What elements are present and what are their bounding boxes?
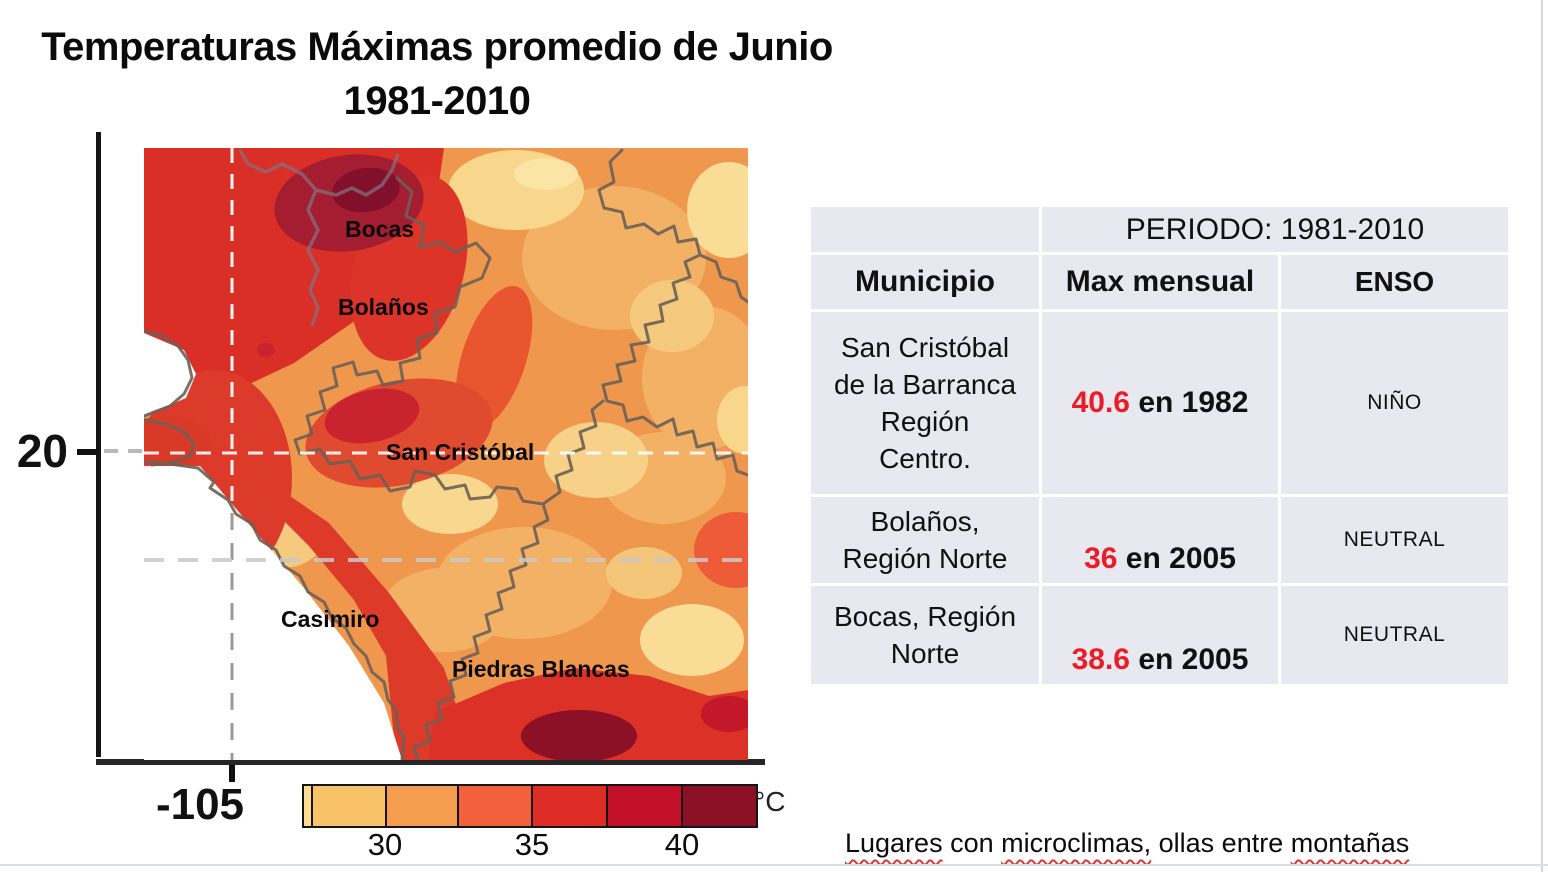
- municipio-line: Norte: [890, 638, 960, 669]
- table-period-header: PERIODO: 1981-2010: [1042, 207, 1508, 252]
- climate-table: PERIODO: 1981-2010 Municipio Max mensual…: [811, 207, 1508, 684]
- colorbar-segment: [457, 786, 531, 826]
- municipio-line: Bolaños,: [870, 506, 980, 537]
- max-value: 40.6: [1071, 386, 1130, 419]
- municipio-line: Región: [880, 406, 970, 437]
- footer-note: Lugares con microclimas, ollas entre mon…: [845, 828, 1409, 859]
- table-col-enso: ENSO: [1281, 255, 1508, 309]
- table-row-max: 40.6 en 1982: [1042, 312, 1278, 494]
- page-title-line2: 1981-2010: [343, 79, 531, 123]
- map-label-bolanos: Bolaños: [338, 294, 429, 320]
- colorbar-unit-label: °C: [754, 786, 786, 817]
- municipio-line: Bocas, Región: [833, 601, 1017, 632]
- table-col-municipio: Municipio: [811, 255, 1039, 309]
- y-axis-tick-label: 20: [16, 425, 68, 477]
- map-label-casimiro: Casimiro: [281, 606, 380, 632]
- municipio-line: San Cristóbal: [840, 332, 1010, 363]
- slide-bottom-edge: [0, 864, 1548, 866]
- map-label-san-cristobal: San Cristóbal: [386, 439, 535, 465]
- colorbar-segment: [606, 786, 681, 826]
- temperature-map: [144, 148, 748, 760]
- y-axis-line: [96, 132, 101, 757]
- page-title: Temperaturas Máximas promedio de Junio 1…: [28, 20, 846, 128]
- slide-right-edge: [1541, 0, 1543, 872]
- table-corner-cell: [811, 207, 1039, 252]
- table-col-max: Max mensual: [1042, 255, 1278, 309]
- x-axis-tick-label: -105: [155, 780, 245, 829]
- footer-word: ollas entre: [1151, 828, 1291, 858]
- table-row-enso: NEUTRAL: [1281, 586, 1508, 684]
- colorbar-segment: [385, 786, 457, 826]
- colorbar-segment: [311, 786, 385, 826]
- y-axis-tick: [77, 449, 97, 455]
- map-label-piedras-blancas: Piedras Blancas: [452, 656, 630, 682]
- footer-word: microclimas,: [1001, 828, 1152, 858]
- table-row-enso: NIÑO: [1281, 312, 1508, 494]
- colorbar-segment: [531, 786, 606, 826]
- colorbar-tick-35: 35: [514, 827, 550, 862]
- max-value: 36: [1084, 542, 1118, 575]
- colorbar-segment: [304, 786, 311, 826]
- latitude-dash-stub: [104, 449, 146, 453]
- municipio-line: de la Barranca: [833, 369, 1017, 400]
- footer-word: montañas: [1290, 828, 1410, 858]
- colorbar-segment: [681, 786, 756, 826]
- table-row-max: 38.6 en 2005: [1042, 586, 1278, 684]
- colorbar: [302, 784, 758, 828]
- municipio-line: Región Norte: [842, 543, 1008, 574]
- table-row-municipio: Bolaños, Región Norte: [811, 497, 1039, 583]
- map-label-bocas: Bocas: [345, 216, 415, 242]
- footer-word: con: [942, 828, 1002, 858]
- x-axis-line: [96, 759, 765, 765]
- max-value: 38.6: [1071, 643, 1130, 676]
- max-suffix: en 1982: [1129, 386, 1249, 419]
- x-axis-tick: [229, 765, 235, 782]
- table-row-max: 36 en 2005: [1042, 497, 1278, 583]
- colorbar-tick-30: 30: [367, 827, 403, 862]
- table-row-enso: NEUTRAL: [1281, 497, 1508, 583]
- table-row-municipio: Bocas, Región Norte: [811, 586, 1039, 684]
- max-suffix: en 2005: [1129, 643, 1249, 676]
- page-title-line1: Temperaturas Máximas promedio de Junio: [41, 25, 833, 69]
- municipio-line: Centro.: [879, 443, 971, 474]
- max-suffix: en 2005: [1117, 542, 1236, 575]
- footer-word: Lugares: [845, 828, 943, 858]
- table-row-municipio: San Cristóbal de la Barranca Región Cent…: [811, 312, 1039, 494]
- colorbar-tick-40: 40: [664, 827, 700, 862]
